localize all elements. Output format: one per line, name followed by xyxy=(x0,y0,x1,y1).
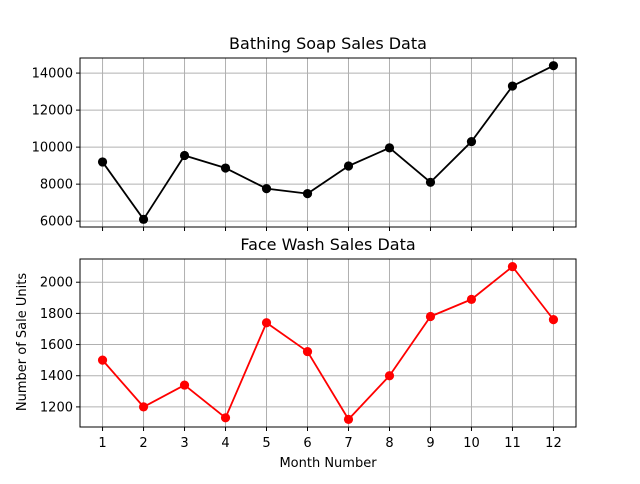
bathing-soap-axes-frame xyxy=(79,57,577,228)
bathing-soap-data-point xyxy=(466,136,477,147)
face-wash-series xyxy=(97,262,559,424)
face-wash-data-point xyxy=(97,355,108,365)
bathing-soap-data-point xyxy=(384,143,395,153)
face-wash-x-tick-label: 11 xyxy=(504,436,521,451)
face-wash-axes-frame xyxy=(79,258,577,428)
face-wash-y-tick-label: 1400 xyxy=(40,369,73,384)
face-wash-y-tick-label: 1200 xyxy=(40,400,73,415)
face-wash-x-tick-label: 6 xyxy=(303,436,311,451)
bathing-soap-chart-title: Bathing Soap Sales Data xyxy=(229,34,427,53)
face-wash-x-tick-label: 8 xyxy=(385,436,393,451)
bathing-soap-data-point xyxy=(425,177,436,187)
face-wash-data-point xyxy=(548,315,559,325)
bathing-soap-y-tick-label: 8000 xyxy=(40,178,73,193)
face-wash-grid xyxy=(80,259,576,427)
bathing-soap-data-point xyxy=(220,163,231,173)
bathing-soap-data-point xyxy=(138,214,149,224)
bathing-soap-data-point xyxy=(179,150,190,161)
bathing-soap-axes: 6000 8000 10000 12000 14000 xyxy=(32,57,577,231)
face-wash-x-tick-label: 10 xyxy=(463,436,480,451)
bathing-soap-data-point xyxy=(97,157,108,167)
face-wash-data-point xyxy=(138,402,149,412)
bathing-soap-y-tick-label: 14000 xyxy=(32,67,73,82)
bathing-soap-chart: Bathing Soap Sales Data 6000 8000 10000 120… xyxy=(32,34,577,231)
face-wash-data-point xyxy=(220,413,231,423)
face-wash-data-point xyxy=(507,262,518,272)
face-wash-x-tick-label: 2 xyxy=(139,436,147,451)
face-wash-data-point xyxy=(179,380,190,390)
bathing-soap-series xyxy=(97,61,559,224)
bathing-soap-data-point xyxy=(343,161,354,171)
bathing-soap-y-tick-label: 12000 xyxy=(32,104,73,119)
face-wash-chart: Face Wash Sales Data 1200 1400 1600 1800 200… xyxy=(40,235,577,451)
bathing-soap-y-tick-label: 10000 xyxy=(32,141,73,156)
face-wash-chart-title: Face Wash Sales Data xyxy=(240,235,415,254)
bathing-soap-data-point xyxy=(507,81,518,91)
face-wash-data-point xyxy=(466,294,477,304)
face-wash-x-tick-label: 3 xyxy=(180,436,188,451)
face-wash-data-point xyxy=(384,371,395,381)
bathing-soap-series-line xyxy=(101,64,554,221)
face-wash-y-tick-label: 1800 xyxy=(40,307,73,322)
face-wash-data-point xyxy=(343,414,354,424)
face-wash-y-tick-label: 2000 xyxy=(40,276,73,291)
bathing-soap-grid xyxy=(80,58,576,227)
face-wash-data-point xyxy=(261,318,272,328)
face-wash-y-tick-label: 1600 xyxy=(40,338,73,353)
face-wash-x-tick-label: 7 xyxy=(344,436,352,451)
bathing-soap-data-point xyxy=(261,183,272,194)
face-wash-x-tick-label: 5 xyxy=(262,436,270,451)
bathing-soap-y-tick-label: 6000 xyxy=(40,215,73,230)
face-wash-x-tick-label: 12 xyxy=(545,436,562,451)
face-wash-data-point xyxy=(425,311,436,322)
y-axis-label: Number of Sale Units xyxy=(15,273,30,411)
face-wash-x-tick-label: 9 xyxy=(426,436,434,451)
face-wash-data-point xyxy=(302,346,313,357)
face-wash-x-tick-label: 1 xyxy=(98,436,106,451)
bathing-soap-data-point xyxy=(548,61,559,71)
face-wash-x-tick-label: 4 xyxy=(221,436,229,451)
bathing-soap-data-point xyxy=(302,188,313,199)
x-axis-label: Month Number xyxy=(279,456,377,471)
face-wash-series-line xyxy=(101,265,555,421)
